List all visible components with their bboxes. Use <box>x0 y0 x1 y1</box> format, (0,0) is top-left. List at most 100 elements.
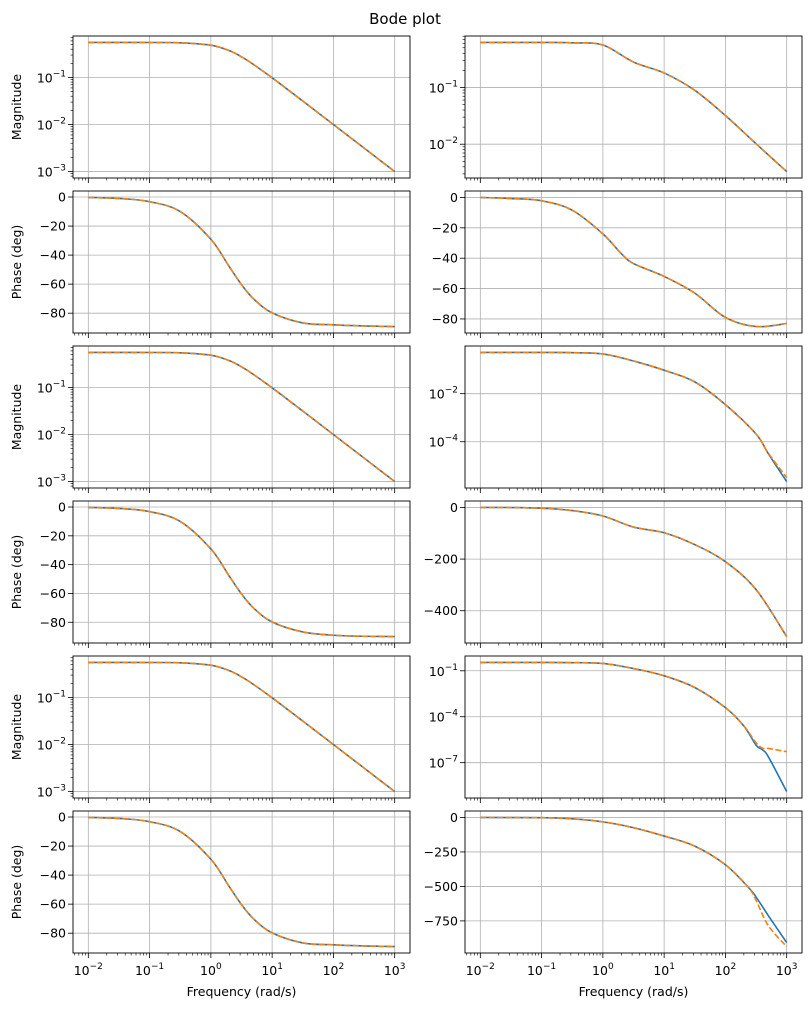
y-tick-label: 10−2 <box>37 117 66 133</box>
axes-frame <box>464 655 803 799</box>
series-line-orange <box>480 41 788 173</box>
series-line-orange <box>480 816 788 948</box>
y-tick-label: −80 <box>432 311 458 326</box>
subplot-4-0: 10−1 10−2 10−3 Magnitude <box>9 655 411 803</box>
y-tick-label: −20 <box>432 220 458 235</box>
series-line-orange <box>88 41 396 173</box>
y-tick-label: −60 <box>40 586 66 601</box>
y-tick-label: 10−1 <box>429 79 458 95</box>
x-tick-label: 101 <box>261 962 283 978</box>
series-line-orange <box>88 196 395 328</box>
y-tick-label: 10−1 <box>37 689 66 705</box>
x-tick-label: 100 <box>200 962 222 978</box>
subplot-5-0: 10−2 10−1 100 101 102 103 0 −20 −40 −60 −80 Phase (… <box>9 810 411 999</box>
axes-frame <box>72 655 411 799</box>
y-axis-label: Phase (deg) <box>9 225 24 300</box>
series-line-orange <box>88 816 395 948</box>
x-axis-label: Frequency (rad/s) <box>579 984 689 999</box>
series-line-orange <box>480 661 787 753</box>
x-tick-label: 102 <box>715 962 737 978</box>
y-tick-label: 10−2 <box>429 386 458 402</box>
y-tick-label: −40 <box>432 251 458 266</box>
y-axis-label: Magnitude <box>9 694 24 761</box>
x-tick-label: 103 <box>776 962 798 978</box>
axes-frame <box>464 810 803 954</box>
axes-frame <box>72 190 411 334</box>
axes-frame <box>72 345 411 489</box>
axes-frame <box>72 500 411 644</box>
x-tick-label: 10−1 <box>527 962 556 978</box>
subplot-3-1: 0 −200 −400 <box>424 500 803 648</box>
y-tick-label: 0 <box>450 190 458 205</box>
y-tick-label: −500 <box>424 879 458 894</box>
y-tick-label: 0 <box>58 190 66 205</box>
y-tick-label: 10−3 <box>37 474 66 490</box>
subplot-3-0: 0 −20 −40 −60 −80 Phase (deg) <box>9 500 411 648</box>
subplot-4-1: 10−1 10−4 10−7 <box>429 655 803 803</box>
series-line-orange <box>480 351 788 479</box>
y-tick-label: −80 <box>40 306 66 321</box>
series-line-orange <box>88 351 396 483</box>
subplot-2-1: 10−2 10−4 <box>429 345 803 493</box>
y-tick-label: −750 <box>424 913 458 928</box>
series-line-orange <box>88 506 395 638</box>
y-tick-label: 0 <box>450 810 458 825</box>
subplot-5-1: 10−2 10−1 100 101 102 103 0 −250 −500 −750 Frequen… <box>424 810 803 999</box>
series-line-orange <box>480 196 787 328</box>
y-tick-label: −80 <box>40 926 66 941</box>
subplot-0-0: 10−1 10−2 10−3 Magnitude <box>9 35 411 183</box>
figure-title: Bode plot <box>369 10 441 28</box>
y-tick-label: 0 <box>450 500 458 515</box>
y-tick-label: 10−2 <box>37 427 66 443</box>
subplot-2-0: 10−1 10−2 10−3 Magnitude <box>9 345 411 493</box>
y-tick-label: −20 <box>40 839 66 854</box>
series-line-blue <box>480 351 788 482</box>
y-tick-label: −60 <box>432 281 458 296</box>
x-tick-label: 102 <box>323 962 345 978</box>
y-tick-label: 10−2 <box>37 737 66 753</box>
series-line-blue <box>88 506 395 638</box>
y-tick-label: 0 <box>58 810 66 825</box>
subplot-0-1: 10−1 10−2 <box>429 35 803 183</box>
series-line-blue <box>88 41 396 173</box>
axes-frame <box>72 35 411 179</box>
x-axis-label: Frequency (rad/s) <box>187 984 297 999</box>
y-axis-label: Magnitude <box>9 384 24 451</box>
y-tick-label: 10−1 <box>37 379 66 395</box>
y-tick-label: −20 <box>40 528 66 543</box>
axes-frame <box>464 345 803 489</box>
axes-frame <box>464 500 803 644</box>
y-tick-label: −400 <box>424 603 458 618</box>
series-line-blue <box>88 661 396 793</box>
x-tick-label: 10−1 <box>135 962 164 978</box>
series-line-blue <box>88 351 396 483</box>
y-tick-label: 10−3 <box>37 784 66 800</box>
y-tick-label: −60 <box>40 277 66 292</box>
y-axis-label: Magnitude <box>9 74 24 141</box>
axes-frame <box>464 35 803 179</box>
y-tick-label: 10−3 <box>37 164 66 180</box>
y-tick-label: 10−4 <box>429 434 458 450</box>
series-line-blue <box>88 196 395 328</box>
y-tick-label: −40 <box>40 868 66 883</box>
y-tick-label: 10−4 <box>429 709 458 725</box>
y-tick-label: −80 <box>40 615 66 630</box>
y-axis-label: Phase (deg) <box>9 845 24 920</box>
y-tick-label: 10−2 <box>429 136 458 152</box>
y-tick-label: 10−1 <box>37 69 66 85</box>
y-tick-label: 10−7 <box>429 755 458 771</box>
series-line-orange <box>88 661 396 793</box>
series-line-blue <box>480 196 787 328</box>
y-tick-label: 10−1 <box>429 663 458 679</box>
series-line-blue <box>88 816 395 948</box>
series-line-blue <box>480 661 788 792</box>
axes-frame <box>72 810 411 954</box>
x-tick-label: 10−2 <box>466 962 495 978</box>
subplot-1-0: 0 −20 −40 −60 −80 Phase (deg) <box>9 190 411 338</box>
series-line-orange <box>480 506 788 637</box>
x-tick-label: 10−2 <box>74 962 103 978</box>
y-axis-label: Phase (deg) <box>9 535 24 610</box>
y-tick-label: −200 <box>424 552 458 567</box>
x-tick-label: 103 <box>384 962 406 978</box>
